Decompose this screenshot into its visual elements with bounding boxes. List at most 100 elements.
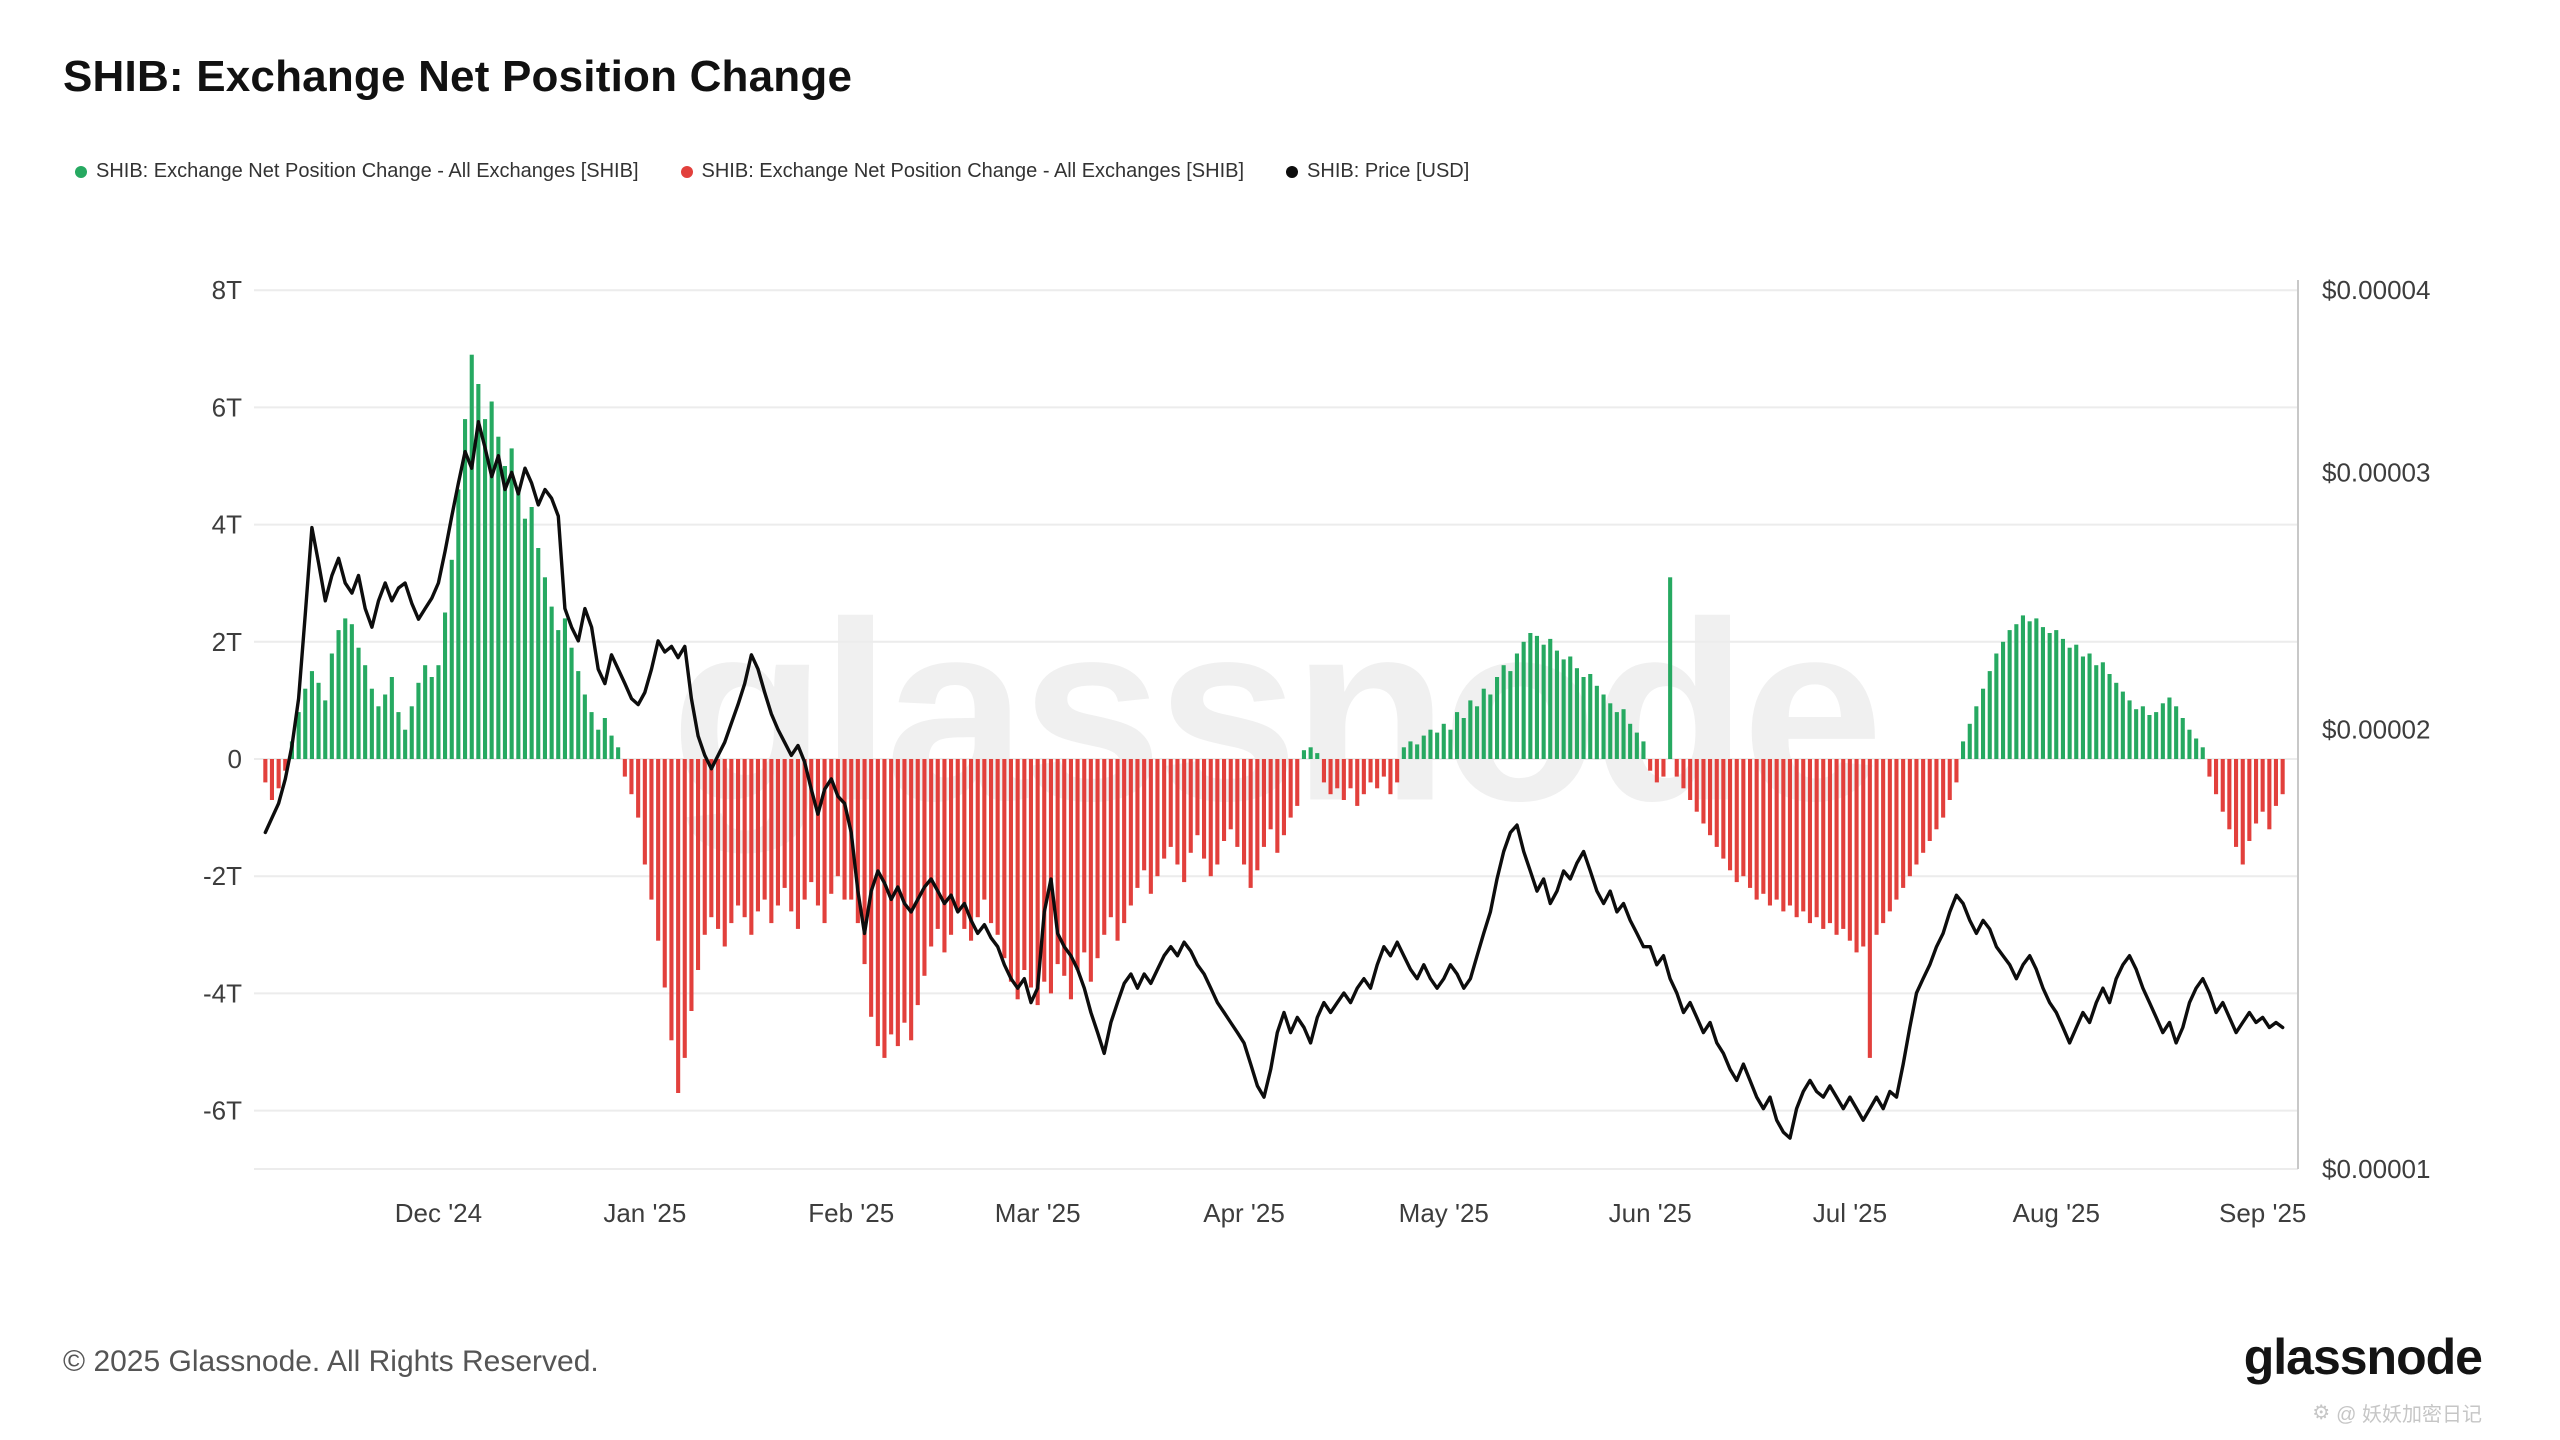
x-axis-tick: Mar '25 — [995, 1198, 1081, 1228]
bar-negative — [962, 759, 967, 929]
bar-negative — [1814, 759, 1819, 918]
bar-positive — [1614, 712, 1619, 759]
bar-negative — [942, 759, 947, 953]
bar-positive — [1534, 635, 1539, 759]
bar-negative — [1801, 759, 1806, 912]
bar-positive — [1448, 729, 1453, 759]
bar-negative — [1841, 759, 1846, 929]
bar-positive — [1461, 718, 1466, 759]
bar-negative — [1734, 759, 1739, 883]
bar-positive — [1408, 741, 1413, 759]
bar-positive — [356, 647, 361, 759]
bar-positive — [1475, 706, 1480, 759]
bar-negative — [769, 759, 774, 924]
bar-negative — [722, 759, 727, 947]
bar-positive — [1634, 732, 1639, 759]
bar-positive — [2154, 712, 2159, 759]
bar-positive — [1548, 638, 1553, 759]
bar-positive — [436, 665, 441, 759]
bar-negative — [1854, 759, 1859, 953]
x-axis-tick: May '25 — [1399, 1198, 1489, 1228]
bar-negative — [1175, 759, 1180, 865]
bar-positive — [343, 618, 348, 759]
bar-positive — [1987, 671, 1992, 759]
bar-negative — [1335, 759, 1340, 789]
legend-item-price[interactable]: SHIB: Price [USD] — [1286, 160, 1469, 183]
bar-positive — [316, 682, 321, 759]
bar-positive — [2067, 647, 2072, 759]
bar-negative — [762, 759, 767, 900]
bar-positive — [542, 577, 547, 759]
bar-negative — [1714, 759, 1719, 847]
bar-negative — [1761, 759, 1766, 894]
bar-positive — [1301, 750, 1306, 759]
bar-negative — [1914, 759, 1919, 865]
bar-negative — [1268, 759, 1273, 830]
bar-positive — [476, 384, 481, 759]
bar-positive — [1641, 741, 1646, 759]
bar-negative — [1847, 759, 1852, 941]
bar-positive — [296, 712, 301, 759]
bar-positive — [569, 647, 574, 759]
bar-negative — [815, 759, 820, 906]
bar-negative — [2214, 759, 2219, 795]
bar-positive — [562, 618, 567, 759]
gear-icon: ⚙ — [2312, 1402, 2331, 1424]
bar-negative — [1921, 759, 1926, 853]
bar-negative — [1767, 759, 1772, 906]
bar-negative — [1681, 759, 1686, 789]
bar-negative — [1834, 759, 1839, 935]
bar-positive — [1554, 650, 1559, 759]
bar-positive — [309, 671, 314, 759]
x-axis-tick: Jan '25 — [603, 1198, 686, 1228]
bar-positive — [1481, 688, 1486, 759]
bar-positive — [602, 718, 607, 759]
bar-negative — [975, 759, 980, 918]
legend-item-net-position-positive[interactable]: SHIB: Exchange Net Position Change - All… — [75, 160, 639, 183]
bar-negative — [1068, 759, 1073, 1000]
bar-negative — [622, 759, 627, 777]
bar-negative — [1901, 759, 1906, 888]
bar-positive — [376, 706, 381, 759]
bar-negative — [1728, 759, 1733, 871]
bar-negative — [1368, 759, 1373, 783]
y-axis-left-tick: 2T — [212, 627, 242, 657]
bar-negative — [1661, 759, 1666, 777]
bar-negative — [1721, 759, 1726, 859]
x-axis-tick: Feb '25 — [808, 1198, 894, 1228]
legend-dot-green — [75, 165, 87, 178]
bar-positive — [1508, 671, 1513, 759]
bar-negative — [1288, 759, 1293, 818]
bar-positive — [1308, 747, 1313, 759]
bar-positive — [1501, 665, 1506, 759]
bar-positive — [429, 677, 434, 759]
bar-positive — [1574, 668, 1579, 759]
bar-negative — [882, 759, 887, 1058]
bar-positive — [449, 559, 454, 759]
bar-positive — [469, 354, 474, 759]
bar-negative — [2227, 759, 2232, 830]
bar-negative — [696, 759, 701, 970]
bar-positive — [2040, 627, 2045, 759]
bar-positive — [1488, 694, 1493, 759]
bar-negative — [1907, 759, 1912, 877]
bar-negative — [935, 759, 940, 929]
bar-negative — [2247, 759, 2252, 841]
bar-negative — [829, 759, 834, 894]
bar-positive — [363, 665, 368, 759]
bar-negative — [662, 759, 667, 988]
legend-item-net-position-negative[interactable]: SHIB: Exchange Net Position Change - All… — [680, 160, 1244, 183]
bar-negative — [709, 759, 714, 918]
legend-label: SHIB: Exchange Net Position Change - All… — [96, 160, 639, 182]
bar-negative — [1361, 759, 1366, 795]
bar-negative — [775, 759, 780, 906]
bar-positive — [349, 624, 354, 759]
bar-negative — [1108, 759, 1113, 918]
bar-negative — [1708, 759, 1713, 836]
bar-negative — [822, 759, 827, 924]
bar-positive — [1415, 744, 1420, 760]
bar-negative — [656, 759, 661, 941]
